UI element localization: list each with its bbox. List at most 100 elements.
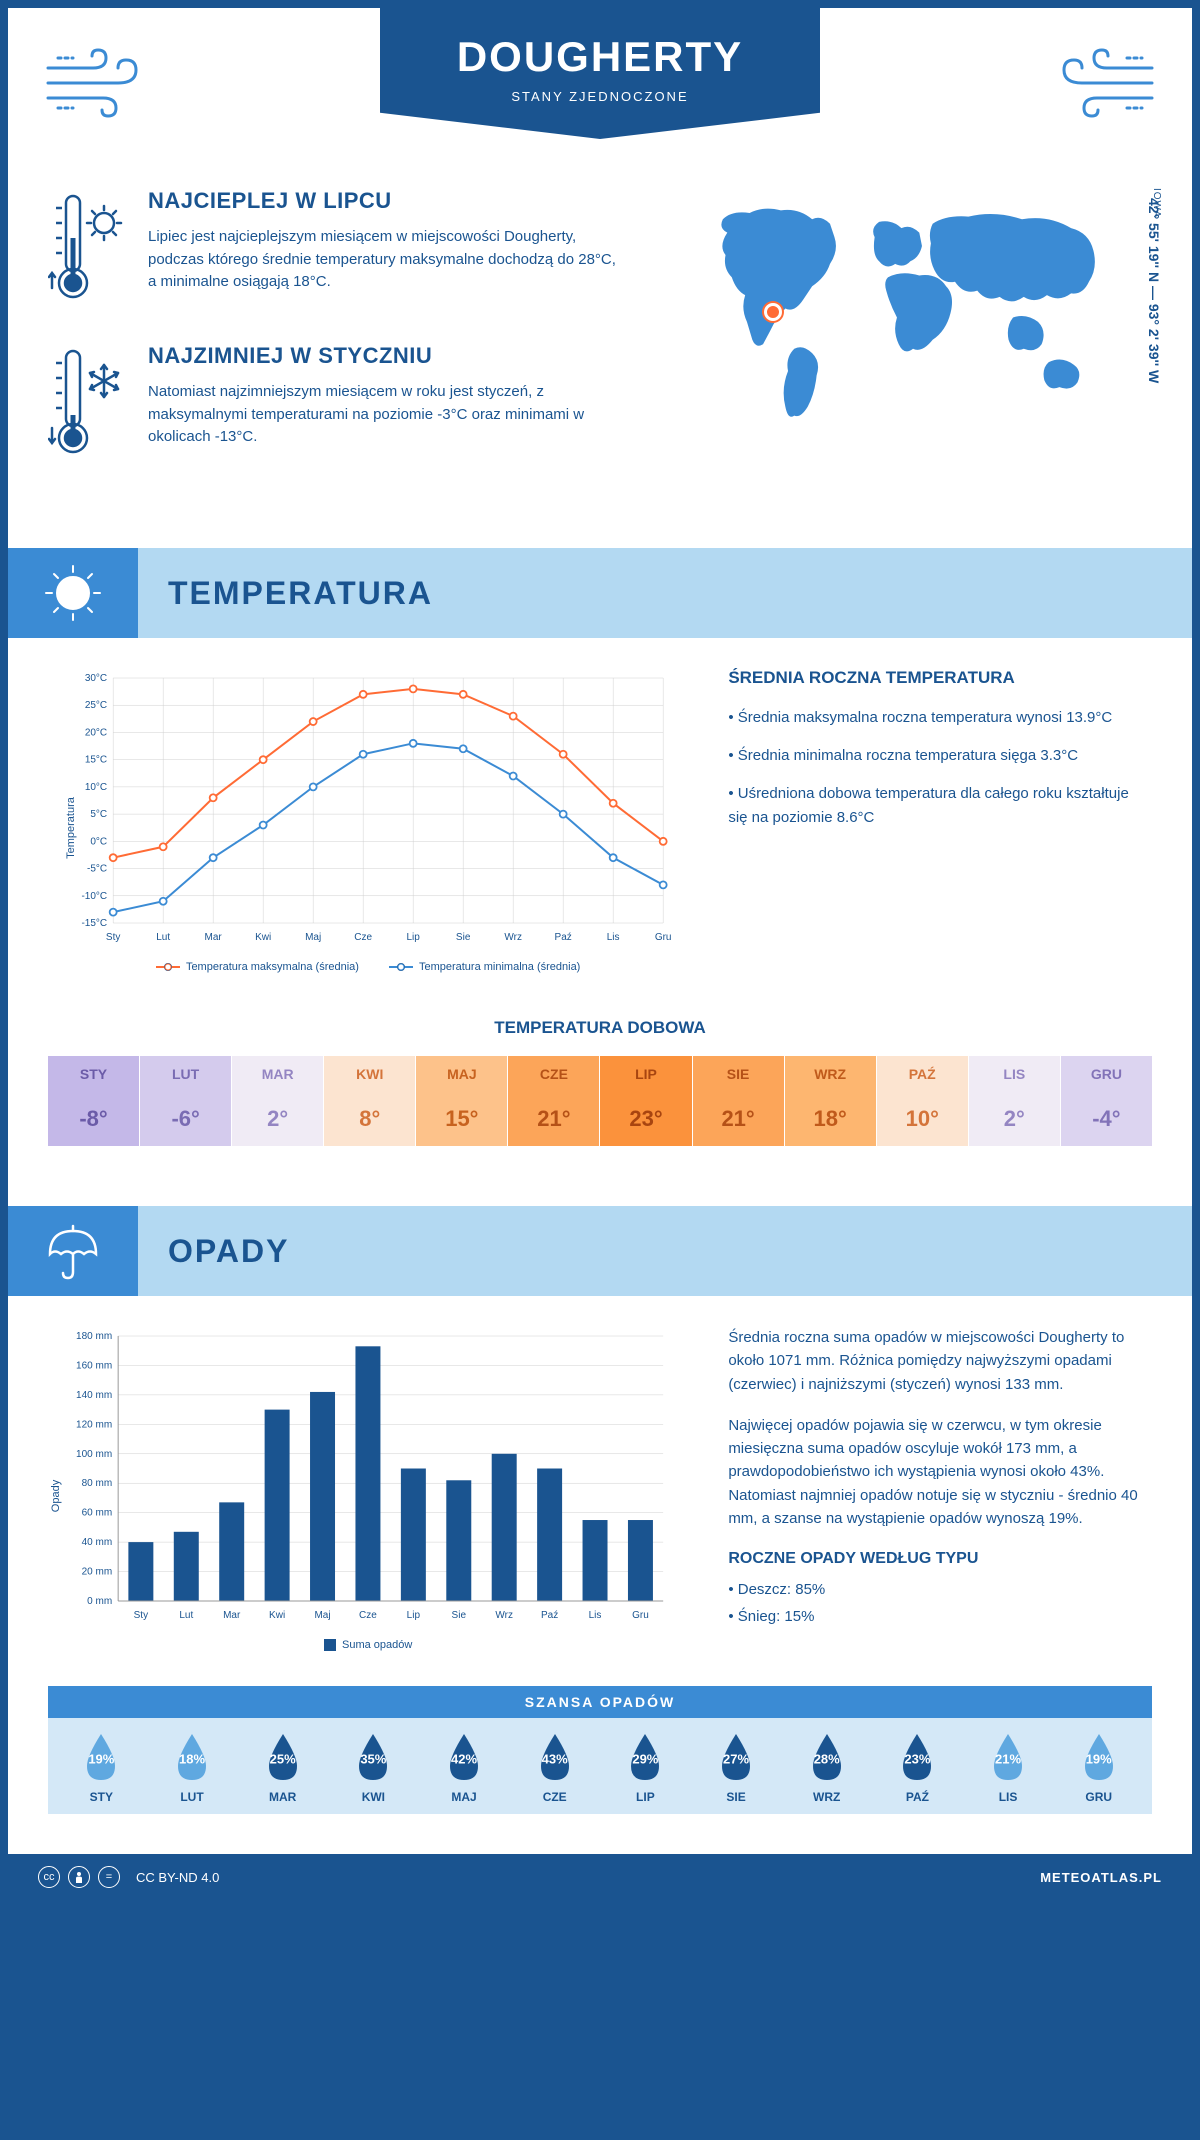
hottest-block: NAJCIEPLEJ W LIPCU Lipiec jest najcieple… [48, 188, 622, 313]
by-icon [68, 1866, 90, 1888]
chance-value: 27% [723, 1752, 749, 1767]
svg-text:80 mm: 80 mm [82, 1478, 113, 1489]
month-label: KWI [328, 1790, 419, 1804]
license-text: CC BY-ND 4.0 [136, 1870, 219, 1885]
temp-value: 18° [785, 1092, 876, 1146]
chance-value: 21% [995, 1752, 1021, 1767]
annual-item: • Średnia maksymalna roczna temperatura … [728, 706, 1152, 730]
footer: cc = CC BY-ND 4.0 METEOATLAS.PL [8, 1854, 1192, 1900]
chance-value: 43% [542, 1752, 568, 1767]
temp-cell: CZE21° [508, 1056, 600, 1146]
svg-text:Cze: Cze [359, 1610, 377, 1621]
drop-icon: 29% [623, 1732, 667, 1784]
temp-value: 8° [324, 1092, 415, 1146]
temp-value: 21° [693, 1092, 784, 1146]
hottest-text: Lipiec jest najcieplejszym miesiącem w m… [148, 226, 622, 294]
svg-text:Sty: Sty [106, 932, 120, 943]
svg-text:Kwi: Kwi [255, 932, 271, 943]
svg-text:60 mm: 60 mm [82, 1508, 113, 1519]
month-label: PAŹ [872, 1790, 963, 1804]
chance-value: 19% [1086, 1752, 1112, 1767]
svg-text:140 mm: 140 mm [76, 1390, 112, 1401]
drop-icon: 42% [442, 1732, 486, 1784]
y-axis-label: Temperatura [65, 797, 77, 859]
chance-cell: 42%MAJ [419, 1732, 510, 1804]
month-label: PAŹ [877, 1056, 968, 1092]
svg-text:Kwi: Kwi [269, 1610, 285, 1621]
svg-text:20°C: 20°C [85, 727, 107, 738]
drop-icon: 21% [986, 1732, 1030, 1784]
svg-text:30°C: 30°C [85, 673, 107, 684]
thermometer-hot-icon [48, 188, 128, 313]
temp-value: 21° [508, 1092, 599, 1146]
month-label: LUT [140, 1056, 231, 1092]
temp-cell: SIE21° [693, 1056, 785, 1146]
svg-text:Gru: Gru [655, 932, 672, 943]
month-label: STY [48, 1056, 139, 1092]
opady-text-2: Najwięcej opadów pojawia się w czerwcu, … [728, 1414, 1152, 1530]
precipitation-chart: Opady 0 mm20 mm40 mm60 mm80 mm100 mm120 … [48, 1326, 688, 1666]
chance-value: 42% [451, 1752, 477, 1767]
svg-text:-10°C: -10°C [81, 891, 107, 902]
drop-icon: 28% [805, 1732, 849, 1784]
precipitation-chance: SZANSA OPADÓW 19%STY18%LUT25%MAR35%KWI42… [48, 1686, 1152, 1814]
month-label: LIS [963, 1790, 1054, 1804]
svg-text:Lut: Lut [156, 932, 170, 943]
month-label: MAR [237, 1790, 328, 1804]
svg-text:Lis: Lis [607, 932, 620, 943]
chance-cell: 43%CZE [509, 1732, 600, 1804]
chance-cell: 27%SIE [691, 1732, 782, 1804]
temp-value: -4° [1061, 1092, 1152, 1146]
temp-value: -6° [140, 1092, 231, 1146]
month-label: LIP [600, 1056, 691, 1092]
temp-value: -8° [48, 1092, 139, 1146]
chance-value: 23% [904, 1752, 930, 1767]
chance-title: SZANSA OPADÓW [48, 1686, 1152, 1718]
coldest-block: NAJZIMNIEJ W STYCZNIU Natomiast najzimni… [48, 343, 622, 468]
chance-cell: 23% PAŹ [872, 1732, 963, 1804]
month-label: WRZ [785, 1056, 876, 1092]
svg-text:Sty: Sty [134, 1610, 148, 1621]
month-label: SIE [693, 1056, 784, 1092]
hottest-title: NAJCIEPLEJ W LIPCU [148, 188, 622, 214]
svg-text:Paź: Paź [555, 932, 572, 943]
temperature-chart: Temperatura -15°C-10°C-5°C0°C5°C10°C15°C… [48, 668, 688, 988]
month-label: WRZ [781, 1790, 872, 1804]
svg-text:10°C: 10°C [85, 782, 107, 793]
svg-text:Lut: Lut [179, 1610, 193, 1621]
svg-text:Wrz: Wrz [495, 1610, 513, 1621]
daily-temperature-table: TEMPERATURA DOBOWA STY-8°LUT-6°MAR2°KWI8… [8, 988, 1192, 1186]
opady-header: OPADY [8, 1206, 1192, 1296]
intro-section: NAJCIEPLEJ W LIPCU Lipiec jest najcieple… [8, 188, 1192, 528]
svg-text:40 mm: 40 mm [82, 1537, 113, 1548]
svg-text:Sie: Sie [456, 932, 471, 943]
country-subtitle: STANY ZJEDNOCZONE [400, 89, 800, 104]
svg-text:Cze: Cze [354, 932, 372, 943]
chance-value: 35% [360, 1752, 386, 1767]
temp-cell: KWI8° [324, 1056, 416, 1146]
world-map [642, 188, 1152, 438]
annual-title: ŚREDNIA ROCZNA TEMPERATURA [728, 668, 1152, 688]
chance-value: 19% [88, 1752, 114, 1767]
svg-text:Sie: Sie [452, 1610, 467, 1621]
sun-icon [8, 548, 138, 638]
svg-text:160 mm: 160 mm [76, 1360, 112, 1371]
section-title: TEMPERATURA [168, 575, 433, 612]
legend-sum: Suma opadów [342, 1639, 412, 1651]
annual-item: • Uśredniona dobowa temperatura dla całe… [728, 782, 1152, 830]
temp-cell: GRU-4° [1061, 1056, 1152, 1146]
header: DOUGHERTY STANY ZJEDNOCZONE [8, 8, 1192, 188]
svg-text:Mar: Mar [205, 932, 223, 943]
temp-cell: LIP23° [600, 1056, 692, 1146]
chance-cell: 29%LIP [600, 1732, 691, 1804]
chance-value: 25% [270, 1752, 296, 1767]
temp-value: 15° [416, 1092, 507, 1146]
temp-cell: MAR2° [232, 1056, 324, 1146]
wind-icon [38, 38, 168, 128]
drop-icon: 19% [1077, 1732, 1121, 1784]
svg-text:120 mm: 120 mm [76, 1419, 112, 1430]
by-type-item: • Śnieg: 15% [728, 1605, 1152, 1628]
drop-icon: 27% [714, 1732, 758, 1784]
drop-icon: 19% [79, 1732, 123, 1784]
chance-cell: 21% LIS [963, 1732, 1054, 1804]
